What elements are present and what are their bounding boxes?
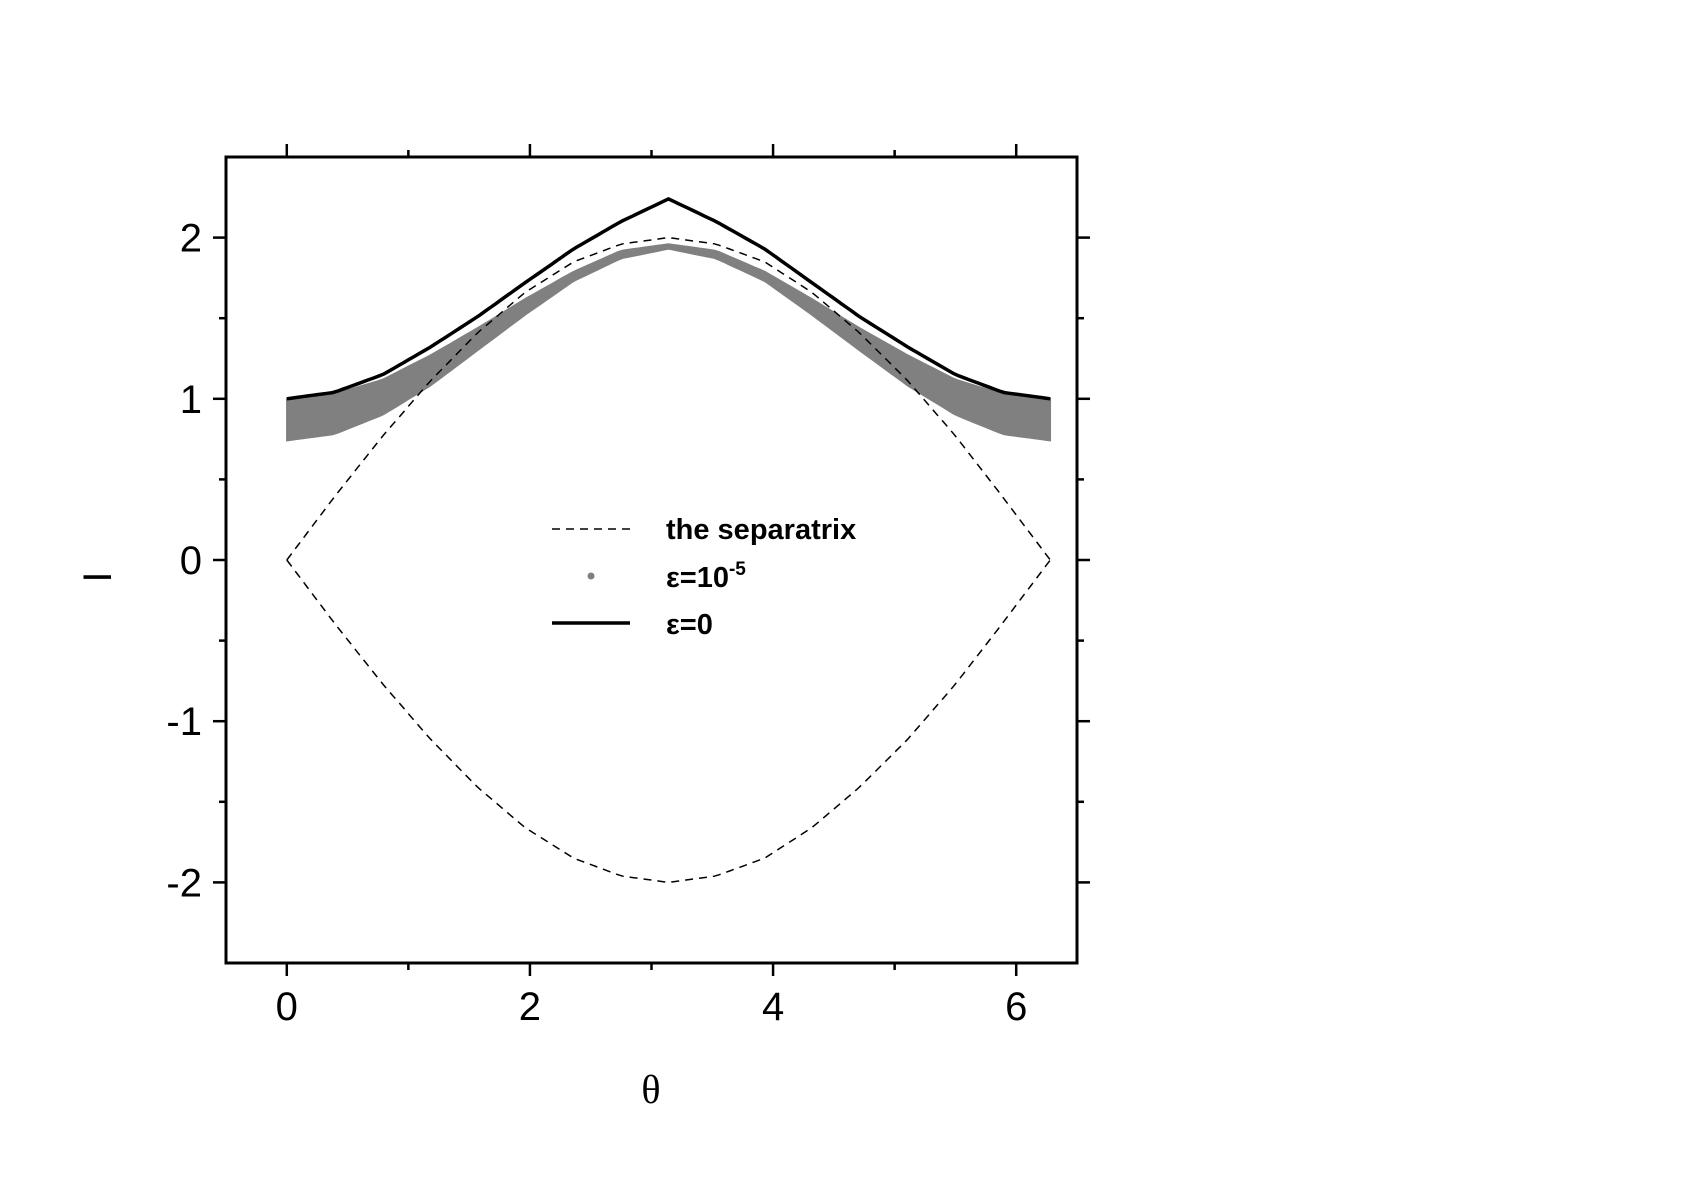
y-axis-title: I (76, 571, 120, 582)
legend-epsilon-1e-5-swatch (587, 572, 595, 580)
epsilon-1e-5-band (286, 243, 1052, 442)
legend-epsilon-1e-5-base: ε=10 (666, 562, 729, 594)
x-tick-label: 2 (519, 985, 541, 1029)
legend-epsilon-1e-5-label: ε=10-5 (666, 559, 746, 594)
x-tick-label: 6 (1005, 985, 1027, 1029)
y-tick-label: 0 (180, 539, 202, 583)
legend-epsilon-1e-5-exponent: -5 (729, 559, 746, 580)
legend-epsilon-0-label: ε=0 (666, 609, 713, 641)
series-lines (286, 196, 1051, 884)
axis-ticks (213, 144, 1090, 976)
y-tick-label: -2 (166, 861, 202, 905)
legend: the separatrix ε=10-5 ε=0 (552, 514, 856, 641)
epsilon-1e-5-band-area (286, 243, 1052, 442)
y-tick-label: 1 (180, 378, 202, 422)
tick-labels: 0 2 4 6 2 1 0 -1 -2 (166, 217, 1027, 1029)
x-tick-label: 0 (276, 985, 298, 1029)
epsilon-0-line (286, 196, 1051, 401)
y-tick-label: 2 (180, 217, 202, 261)
legend-separatrix-label: the separatrix (666, 514, 856, 546)
plot-frame (224, 155, 1079, 965)
x-axis-title: θ (641, 1067, 660, 1112)
y-tick-label: -1 (166, 700, 202, 744)
x-tick-label: 4 (762, 985, 784, 1029)
